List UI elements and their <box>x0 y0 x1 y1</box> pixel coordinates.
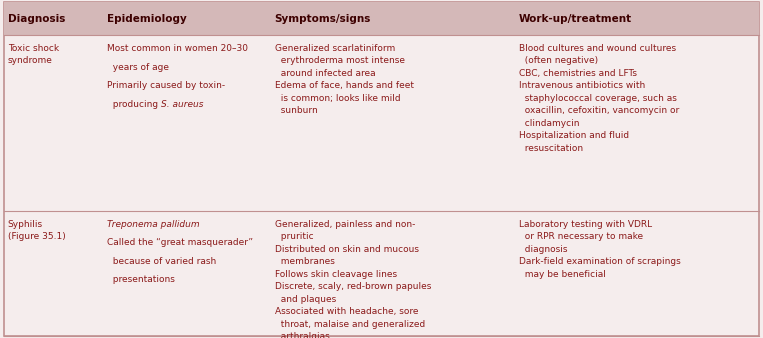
Text: Primarily caused by toxin-: Primarily caused by toxin- <box>107 81 225 90</box>
Text: Treponema pallidum: Treponema pallidum <box>107 220 199 229</box>
Text: producing: producing <box>107 100 161 109</box>
Bar <box>4 2 759 35</box>
Text: Epidemiology: Epidemiology <box>107 14 187 24</box>
Text: Generalized, painless and non-
  pruritic
Distributed on skin and mucous
  membr: Generalized, painless and non- pruritic … <box>275 220 431 338</box>
Text: Work-up/treatment: Work-up/treatment <box>519 14 632 24</box>
Text: Symptoms/signs: Symptoms/signs <box>275 14 371 24</box>
Text: S. aureus: S. aureus <box>161 100 203 109</box>
Text: Diagnosis: Diagnosis <box>8 14 65 24</box>
Text: because of varied rash: because of varied rash <box>107 257 216 266</box>
Text: Syphilis
(Figure 35.1): Syphilis (Figure 35.1) <box>8 220 66 241</box>
Text: Called the “great masquerader”: Called the “great masquerader” <box>107 238 253 247</box>
Text: Most common in women 20–30: Most common in women 20–30 <box>107 44 248 53</box>
Text: Toxic shock
syndrome: Toxic shock syndrome <box>8 44 59 66</box>
Text: presentations: presentations <box>107 275 175 285</box>
Text: Laboratory testing with VDRL
  or RPR necessary to make
  diagnosis
Dark-field e: Laboratory testing with VDRL or RPR nece… <box>519 220 681 279</box>
Text: Generalized scarlatiniform
  erythroderma most intense
  around infected area
Ed: Generalized scarlatiniform erythroderma … <box>275 44 414 116</box>
Text: years of age: years of age <box>107 63 169 72</box>
Text: Blood cultures and wound cultures
  (often negative)
CBC, chemistries and LFTs
I: Blood cultures and wound cultures (often… <box>519 44 679 153</box>
